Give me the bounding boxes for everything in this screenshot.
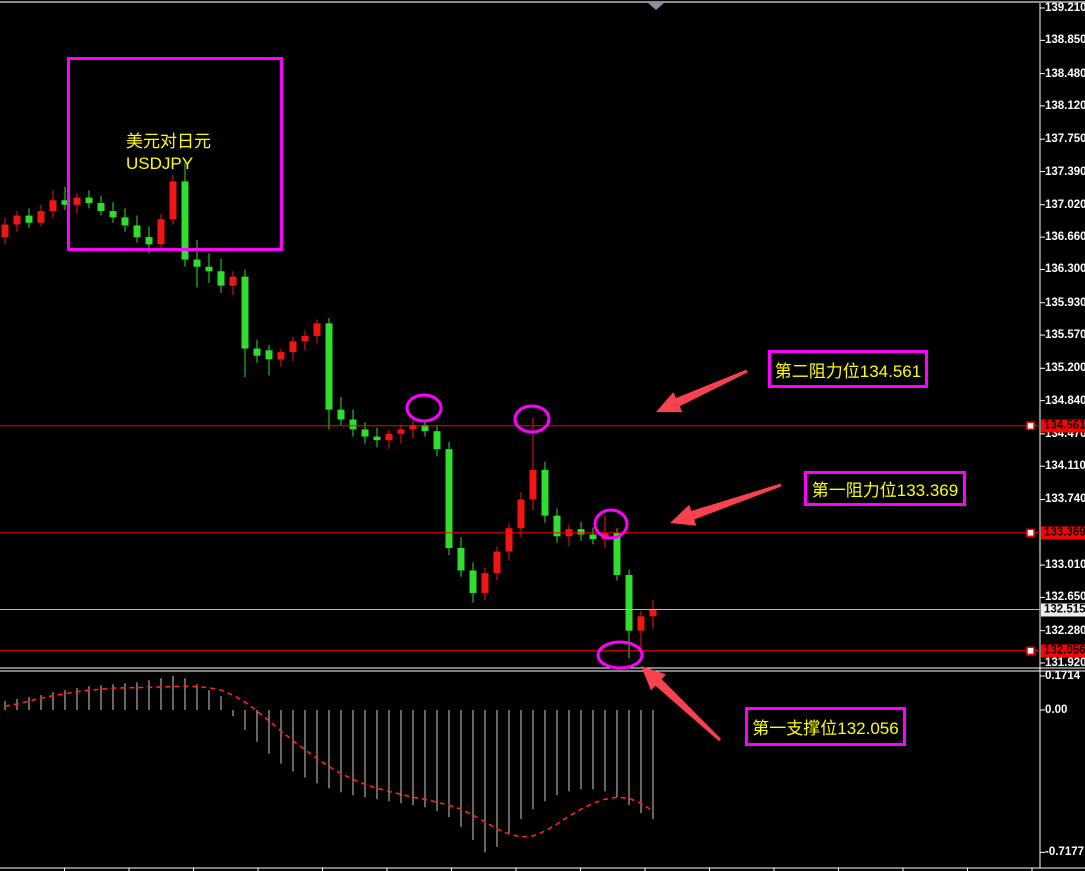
- level-price-label: 134.561: [1041, 419, 1085, 433]
- scroll-to-end-marker[interactable]: [648, 3, 664, 10]
- price-tick-label: 138.120: [1045, 99, 1085, 112]
- price-tick-label: 132.650: [1045, 591, 1085, 604]
- price-tick-label: 131.920: [1045, 657, 1085, 669]
- resistance-1-line-handle[interactable]: [1026, 528, 1035, 538]
- level-price-label: 133.369: [1041, 526, 1085, 540]
- resistance1-annotation-label: 第一阻力位133.369: [811, 481, 959, 500]
- price-tick-label: 137.390: [1045, 165, 1085, 178]
- price-tick-label: 134.840: [1045, 394, 1085, 407]
- pointer-arrow-3[interactable]: [641, 666, 722, 742]
- resistance2-annotation-label: 第二阻力位134.561: [774, 361, 922, 381]
- price-tick-label: 133.010: [1045, 559, 1085, 572]
- price-tick-label: 133.740: [1045, 493, 1085, 506]
- highlight-ellipse-2[interactable]: [513, 404, 551, 434]
- indicator-histogram-layer: [4, 675, 654, 853]
- price-tick-label: 136.300: [1045, 263, 1085, 276]
- indicator-signal-line: [4, 685, 654, 838]
- level-price-label: 132.056: [1041, 644, 1085, 658]
- indicator-tick-label: -0.7177: [1045, 846, 1085, 859]
- instrument-title-text: 美元对日元 USDJPY: [126, 132, 211, 173]
- resistance1-annotation-box[interactable]: 第一阻力位133.369: [804, 471, 966, 506]
- price-tick-label: 139.210: [1045, 2, 1085, 14]
- instrument-title-box[interactable]: [67, 57, 283, 251]
- resistance-2-line-handle[interactable]: [1026, 421, 1035, 430]
- price-tick-label: 134.110: [1045, 460, 1085, 473]
- price-tick-label: 135.570: [1045, 329, 1085, 342]
- support-1-line-handle[interactable]: [1026, 646, 1035, 656]
- current-price-label: 132.515: [1041, 603, 1085, 617]
- price-tick-label: 138.850: [1045, 34, 1085, 47]
- support1-annotation-box[interactable]: 第一支撑位132.056: [745, 707, 906, 746]
- candlestick-layer: [1, 162, 657, 659]
- support1-annotation-label: 第一支撑位132.056: [752, 719, 899, 738]
- price-tick-label: 138.480: [1045, 67, 1085, 80]
- highlight-ellipse-4[interactable]: [596, 640, 644, 670]
- price-tick-label: 136.660: [1045, 231, 1085, 244]
- highlight-ellipse-3[interactable]: [593, 508, 629, 540]
- price-tick-label: 135.200: [1045, 362, 1085, 375]
- indicator-tick-label: 0.00: [1045, 704, 1068, 716]
- highlight-ellipse-1[interactable]: [405, 393, 443, 423]
- pointer-arrow-1[interactable]: [656, 369, 748, 413]
- top-scroll-strip[interactable]: [0, 1, 1085, 3]
- pointer-arrow-2[interactable]: [670, 483, 782, 526]
- price-tick-label: 137.020: [1045, 198, 1085, 211]
- resistance2-annotation-box[interactable]: 第二阻力位134.561: [768, 350, 928, 388]
- indicator-tick-label: 0.1714: [1045, 669, 1081, 682]
- price-tick-label: 137.750: [1045, 133, 1085, 146]
- price-tick-label: 135.930: [1045, 296, 1085, 309]
- price-tick-label: 132.280: [1045, 624, 1085, 637]
